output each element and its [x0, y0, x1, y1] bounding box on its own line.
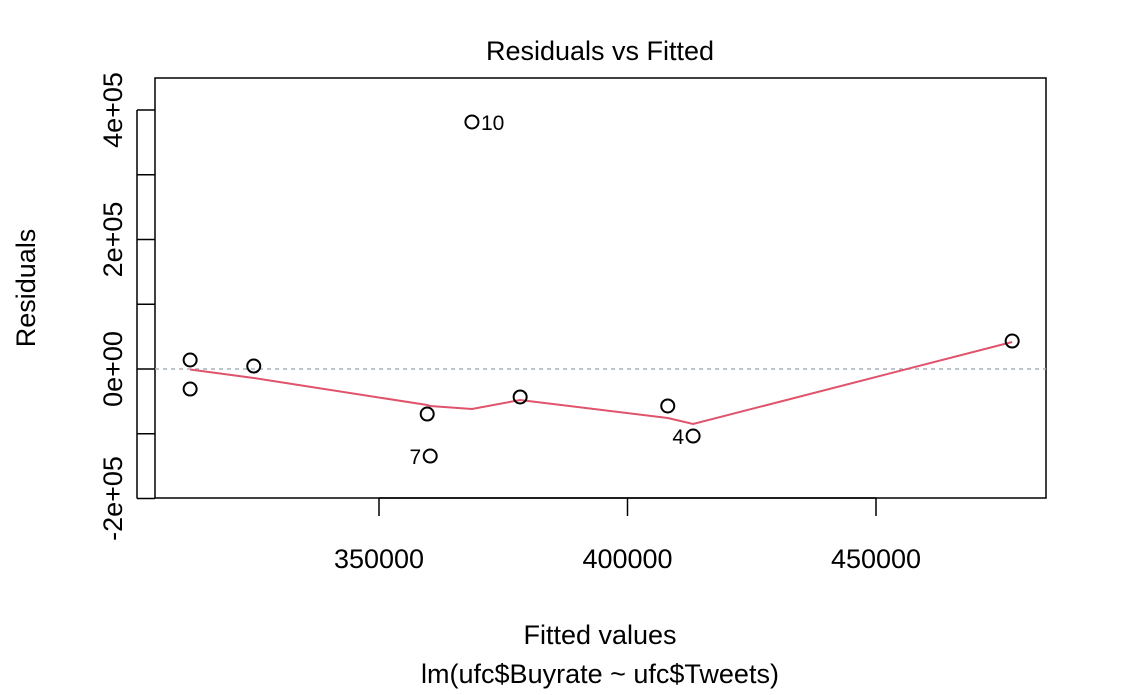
point-label: 10 — [481, 112, 504, 135]
point-label: 7 — [410, 446, 422, 469]
point — [464, 114, 480, 130]
x-tick-label: 400000 — [582, 544, 672, 574]
plot-frame — [154, 77, 1047, 499]
smooth-line — [190, 341, 1013, 426]
y-tick-label: 4e+05 — [98, 72, 128, 148]
y-tick-label: -2e+05 — [98, 456, 128, 541]
y-tick-label: 2e+05 — [98, 202, 128, 278]
point — [660, 398, 676, 414]
y-axis-label: Residuals — [11, 229, 41, 348]
subtitle: lm(ufc$Buyrate ~ ufc$Tweets) — [421, 659, 779, 689]
point — [1004, 333, 1020, 349]
x-tick-label: 350000 — [334, 544, 424, 574]
x-axis-label: Fitted values — [523, 620, 676, 650]
point — [512, 389, 528, 405]
x-tick-label: 450000 — [831, 544, 921, 574]
point — [246, 358, 262, 374]
point — [182, 381, 198, 397]
point — [422, 448, 438, 464]
point-label: 4 — [672, 426, 684, 449]
point — [182, 352, 198, 368]
chart-title: Residuals vs Fitted — [486, 36, 714, 66]
point — [419, 406, 435, 422]
point — [685, 428, 701, 444]
y-tick-label: 0e+00 — [98, 331, 128, 407]
